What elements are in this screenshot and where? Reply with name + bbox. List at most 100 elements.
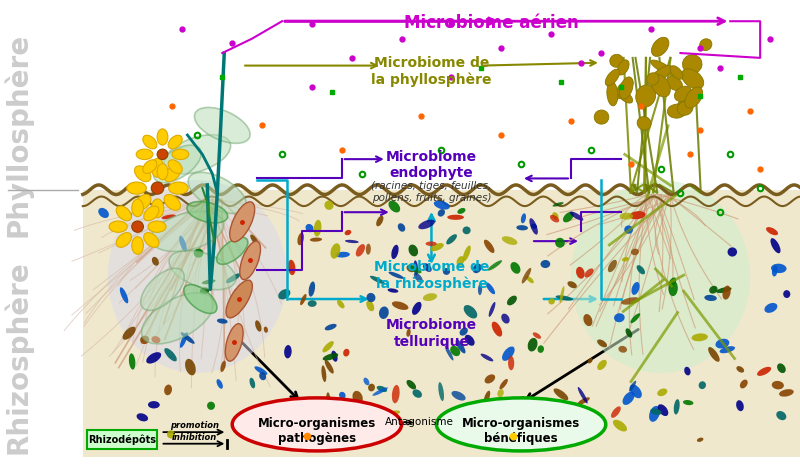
- Ellipse shape: [325, 360, 334, 374]
- Ellipse shape: [510, 262, 521, 274]
- Ellipse shape: [335, 252, 350, 257]
- Ellipse shape: [446, 234, 457, 245]
- Ellipse shape: [502, 314, 510, 324]
- Ellipse shape: [144, 206, 159, 221]
- Ellipse shape: [392, 301, 409, 310]
- Ellipse shape: [588, 358, 593, 364]
- Ellipse shape: [607, 82, 618, 106]
- Ellipse shape: [298, 233, 304, 245]
- Ellipse shape: [306, 414, 314, 421]
- Ellipse shape: [406, 329, 410, 337]
- Ellipse shape: [615, 79, 633, 99]
- Ellipse shape: [141, 268, 184, 310]
- Ellipse shape: [140, 336, 150, 344]
- Ellipse shape: [484, 240, 494, 253]
- Ellipse shape: [142, 135, 157, 149]
- Ellipse shape: [478, 283, 482, 295]
- Ellipse shape: [464, 305, 478, 319]
- Ellipse shape: [259, 372, 266, 380]
- Ellipse shape: [162, 214, 176, 219]
- Ellipse shape: [622, 392, 634, 405]
- Ellipse shape: [134, 194, 151, 210]
- Ellipse shape: [226, 324, 243, 361]
- Ellipse shape: [217, 319, 228, 324]
- Ellipse shape: [169, 250, 236, 290]
- Ellipse shape: [445, 346, 454, 361]
- Ellipse shape: [526, 276, 534, 283]
- Ellipse shape: [414, 273, 422, 283]
- Ellipse shape: [704, 295, 717, 301]
- Ellipse shape: [142, 160, 157, 173]
- Ellipse shape: [406, 264, 415, 272]
- Ellipse shape: [322, 353, 338, 361]
- Ellipse shape: [658, 389, 667, 396]
- Ellipse shape: [370, 276, 385, 284]
- Ellipse shape: [618, 60, 629, 75]
- Ellipse shape: [180, 332, 188, 348]
- Ellipse shape: [585, 268, 594, 278]
- Ellipse shape: [485, 374, 495, 383]
- Ellipse shape: [377, 386, 387, 392]
- Ellipse shape: [254, 366, 267, 375]
- Ellipse shape: [691, 333, 708, 341]
- Ellipse shape: [108, 180, 287, 373]
- Text: Micro-organismes
pathogènes: Micro-organismes pathogènes: [258, 417, 376, 445]
- Ellipse shape: [563, 212, 574, 222]
- Ellipse shape: [514, 396, 525, 406]
- Ellipse shape: [776, 411, 786, 420]
- Ellipse shape: [606, 69, 620, 86]
- Ellipse shape: [438, 382, 444, 401]
- Ellipse shape: [667, 104, 686, 118]
- Ellipse shape: [528, 338, 538, 352]
- Ellipse shape: [168, 160, 182, 173]
- Ellipse shape: [541, 260, 550, 268]
- Ellipse shape: [447, 215, 464, 220]
- Ellipse shape: [142, 293, 214, 344]
- Ellipse shape: [132, 237, 143, 254]
- Ellipse shape: [727, 247, 737, 256]
- Ellipse shape: [184, 284, 217, 313]
- Ellipse shape: [164, 194, 181, 210]
- Bar: [83, 190, 800, 457]
- Ellipse shape: [157, 129, 168, 145]
- Ellipse shape: [578, 397, 590, 405]
- Text: inhibition: inhibition: [172, 433, 217, 442]
- Ellipse shape: [552, 212, 558, 220]
- Ellipse shape: [132, 221, 143, 232]
- Ellipse shape: [484, 391, 490, 404]
- Ellipse shape: [683, 400, 694, 405]
- Ellipse shape: [626, 328, 632, 337]
- Ellipse shape: [458, 208, 466, 214]
- Ellipse shape: [618, 90, 633, 103]
- Ellipse shape: [234, 224, 244, 235]
- Ellipse shape: [151, 211, 224, 252]
- Ellipse shape: [172, 149, 189, 160]
- Ellipse shape: [619, 213, 633, 219]
- Ellipse shape: [481, 354, 494, 361]
- Ellipse shape: [151, 199, 164, 218]
- Ellipse shape: [116, 233, 131, 247]
- Ellipse shape: [418, 219, 435, 229]
- Ellipse shape: [650, 60, 675, 75]
- Ellipse shape: [288, 260, 295, 275]
- Ellipse shape: [207, 401, 215, 410]
- Ellipse shape: [146, 352, 161, 364]
- Ellipse shape: [194, 248, 203, 258]
- Ellipse shape: [736, 366, 744, 373]
- Ellipse shape: [306, 224, 314, 232]
- Ellipse shape: [766, 227, 778, 235]
- Ellipse shape: [486, 283, 495, 294]
- Ellipse shape: [387, 288, 398, 293]
- Ellipse shape: [757, 367, 771, 376]
- Ellipse shape: [151, 158, 164, 177]
- Ellipse shape: [408, 265, 422, 273]
- Ellipse shape: [502, 236, 518, 245]
- Ellipse shape: [473, 264, 482, 273]
- Ellipse shape: [152, 257, 159, 266]
- Ellipse shape: [426, 241, 437, 246]
- Ellipse shape: [345, 240, 358, 243]
- Ellipse shape: [217, 379, 223, 389]
- Ellipse shape: [538, 345, 544, 353]
- Ellipse shape: [578, 387, 588, 403]
- Ellipse shape: [339, 392, 346, 399]
